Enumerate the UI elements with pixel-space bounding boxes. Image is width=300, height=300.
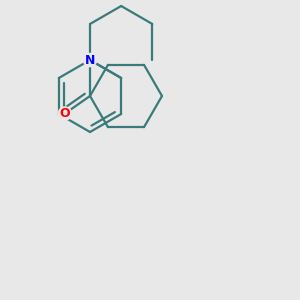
Text: O: O <box>60 107 70 120</box>
Circle shape <box>83 53 97 67</box>
Text: N: N <box>85 53 95 67</box>
Circle shape <box>58 107 71 120</box>
